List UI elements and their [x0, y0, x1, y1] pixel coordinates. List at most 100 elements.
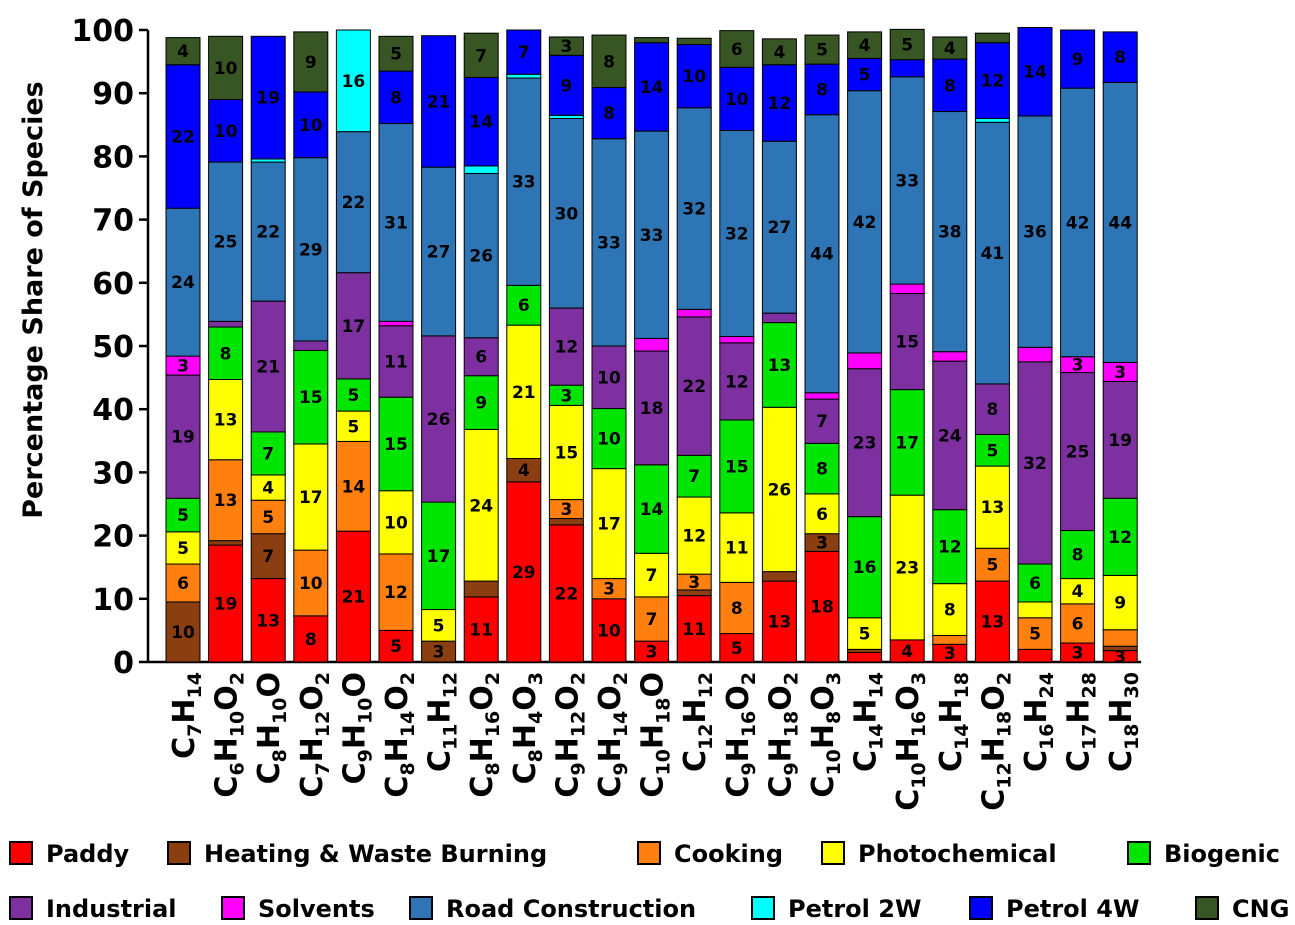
bars: 1065519324224191313825101013754721221981… [165, 26, 1138, 667]
bar-segment [974, 580, 1010, 663]
data-label: 10 [682, 67, 706, 87]
bar-segment [719, 581, 755, 635]
data-label: 21 [342, 588, 366, 608]
x-tick-label: C10H18O [636, 672, 675, 798]
data-label: 12 [725, 372, 749, 392]
bar-segment [165, 601, 201, 663]
legend-item: Biogenic [1127, 840, 1280, 868]
x-tick-label: C6H10O2 [210, 672, 249, 798]
bar-segment [1102, 380, 1138, 499]
data-label: 41 [981, 244, 1005, 264]
data-label: 25 [1066, 443, 1090, 463]
bar-segment [378, 35, 414, 72]
data-label: 22 [171, 127, 195, 147]
legend-swatch [637, 841, 661, 865]
bar-segment [676, 595, 712, 663]
data-label: 8 [603, 104, 615, 124]
bar-segment [208, 540, 244, 546]
data-label: 38 [938, 223, 962, 243]
y-tick-label: 30 [92, 456, 134, 491]
legend-item: Petrol 4W [969, 895, 1139, 923]
bar-segment [932, 351, 968, 362]
x-tick-label: C14H14 [849, 672, 888, 772]
bar-segment [634, 464, 670, 554]
bar-segment [378, 553, 414, 631]
data-label: 12 [682, 527, 706, 547]
bar-segment [1017, 648, 1053, 663]
bar-segment [889, 28, 925, 61]
data-label: 6 [1029, 574, 1041, 594]
data-label: 16 [342, 72, 366, 92]
data-label: 30 [555, 204, 579, 224]
bar-segment [974, 32, 1010, 44]
bar-segment [548, 307, 584, 386]
bar-segment [761, 322, 797, 408]
data-label: 4 [901, 642, 913, 662]
data-label: 6 [1072, 614, 1084, 634]
data-label: 6 [177, 574, 189, 594]
bar-segment [293, 615, 329, 663]
bar-segment [974, 117, 1010, 123]
data-label: 3 [433, 643, 445, 663]
bar-segment [719, 129, 755, 338]
data-label: 5 [986, 441, 998, 461]
x-tick-label: C12H12 [678, 672, 717, 772]
x-tick-label: C9H14O2 [593, 672, 632, 798]
data-label: 26 [469, 247, 493, 267]
legend-label: Biogenic [1164, 840, 1280, 868]
bar-segment [463, 32, 499, 78]
bar-segment [378, 70, 414, 125]
data-label: 17 [597, 515, 621, 535]
data-label: 4 [262, 479, 274, 499]
data-label: 4 [177, 42, 189, 62]
bar-segment [506, 77, 542, 286]
data-label: 42 [1066, 213, 1090, 233]
bar-segment [932, 509, 968, 585]
x-tick-label: C7H12O2 [295, 672, 334, 798]
legend-item: Photochemical [821, 840, 1057, 868]
bar-segment [847, 368, 883, 518]
data-label: 14 [342, 477, 366, 497]
y-tick-label: 70 [92, 204, 134, 239]
data-label: 15 [384, 435, 408, 455]
legend-swatch [1127, 841, 1151, 865]
data-label: 3 [560, 500, 572, 520]
x-tick-label: C18H30 [1104, 672, 1143, 772]
bar-segment [1102, 629, 1138, 647]
legend-item: Road Construction [409, 895, 696, 923]
legend-item: Petrol 2W [751, 895, 921, 923]
bar-segment [506, 29, 542, 75]
data-label: 18 [640, 399, 664, 419]
bar-segment [378, 396, 414, 492]
data-label: 29 [299, 240, 323, 260]
x-tick-label: C12H18O2 [976, 672, 1015, 811]
bar-segment [165, 207, 201, 357]
legend-item: Cooking [637, 840, 783, 868]
data-label: 5 [390, 637, 402, 657]
legend-item: Heating & Waste Burning [167, 840, 547, 868]
bar-segment [634, 350, 670, 466]
data-label: 5 [177, 506, 189, 526]
data-label: 12 [1108, 528, 1132, 548]
y-tick-label: 100 [71, 14, 134, 49]
bar-segment [591, 34, 627, 89]
bar-segment [1017, 563, 1053, 603]
legend-swatch [9, 841, 33, 865]
data-label: 17 [427, 547, 451, 567]
bar-segment [804, 442, 840, 495]
bar-segment [548, 54, 584, 116]
x-tick-label: C7H14 [167, 672, 206, 759]
bar-segment [1017, 361, 1053, 565]
bar-segment [208, 544, 244, 663]
y-tick-label: 80 [92, 140, 134, 175]
data-label: 8 [944, 76, 956, 96]
bar-segment [1017, 346, 1053, 363]
bar-segment [208, 161, 244, 322]
data-label: 15 [725, 457, 749, 477]
x-tick-label: C16H24 [1019, 672, 1058, 772]
data-label: 9 [560, 76, 572, 96]
data-label: 9 [1072, 50, 1084, 70]
data-label: 8 [731, 599, 743, 619]
data-label: 5 [1029, 625, 1041, 645]
